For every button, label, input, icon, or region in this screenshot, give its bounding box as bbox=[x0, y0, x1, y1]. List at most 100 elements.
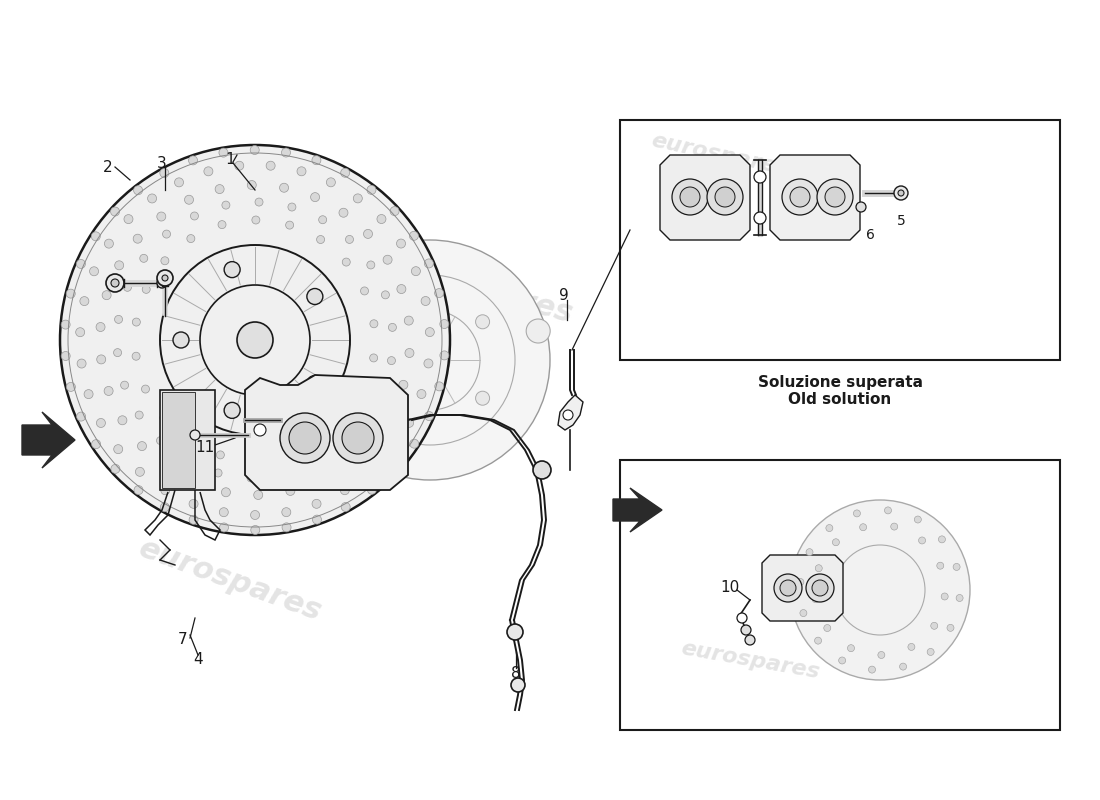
Circle shape bbox=[345, 235, 353, 243]
Circle shape bbox=[838, 657, 846, 664]
Circle shape bbox=[403, 291, 417, 305]
Text: 10: 10 bbox=[720, 579, 739, 594]
Circle shape bbox=[878, 651, 884, 658]
Circle shape bbox=[219, 148, 228, 157]
Circle shape bbox=[333, 413, 383, 463]
Circle shape bbox=[135, 411, 143, 419]
Text: 3: 3 bbox=[157, 155, 167, 170]
Text: 8: 8 bbox=[512, 666, 520, 681]
Circle shape bbox=[175, 178, 184, 187]
Circle shape bbox=[156, 437, 165, 445]
Circle shape bbox=[344, 459, 353, 468]
Circle shape bbox=[252, 216, 260, 224]
Circle shape bbox=[91, 440, 100, 449]
Circle shape bbox=[956, 594, 964, 602]
Circle shape bbox=[806, 574, 834, 602]
Circle shape bbox=[914, 516, 922, 523]
Circle shape bbox=[358, 353, 372, 367]
Circle shape bbox=[284, 451, 292, 459]
Text: 2: 2 bbox=[103, 159, 113, 174]
Circle shape bbox=[319, 216, 327, 224]
Polygon shape bbox=[245, 375, 408, 490]
Text: eurospares: eurospares bbox=[383, 251, 576, 329]
Circle shape bbox=[908, 643, 915, 650]
Circle shape bbox=[282, 148, 290, 157]
Circle shape bbox=[147, 194, 156, 203]
Circle shape bbox=[434, 289, 443, 298]
Circle shape bbox=[312, 499, 321, 508]
Circle shape bbox=[266, 161, 275, 170]
Circle shape bbox=[280, 471, 288, 479]
Circle shape bbox=[104, 386, 113, 395]
Circle shape bbox=[282, 523, 292, 532]
Circle shape bbox=[161, 486, 169, 494]
Circle shape bbox=[937, 562, 944, 569]
Circle shape bbox=[362, 418, 371, 426]
Circle shape bbox=[248, 181, 256, 190]
Circle shape bbox=[361, 287, 368, 295]
Circle shape bbox=[534, 461, 551, 479]
Circle shape bbox=[220, 523, 229, 532]
Circle shape bbox=[111, 279, 119, 287]
Circle shape bbox=[426, 327, 434, 337]
Circle shape bbox=[160, 414, 167, 422]
Circle shape bbox=[254, 490, 263, 499]
Circle shape bbox=[390, 464, 399, 473]
Circle shape bbox=[425, 259, 433, 268]
Circle shape bbox=[672, 179, 708, 215]
Circle shape bbox=[224, 402, 240, 418]
Circle shape bbox=[184, 456, 191, 464]
Circle shape bbox=[833, 538, 839, 546]
Circle shape bbox=[370, 354, 377, 362]
Circle shape bbox=[737, 613, 747, 623]
Circle shape bbox=[282, 508, 290, 517]
Circle shape bbox=[121, 381, 129, 389]
Polygon shape bbox=[613, 488, 662, 532]
Text: eurospares: eurospares bbox=[134, 534, 326, 626]
Text: 11: 11 bbox=[196, 441, 214, 455]
Circle shape bbox=[396, 239, 406, 248]
Circle shape bbox=[898, 190, 904, 196]
Circle shape bbox=[342, 422, 374, 454]
Circle shape bbox=[421, 297, 430, 306]
Circle shape bbox=[526, 319, 550, 343]
Circle shape bbox=[405, 349, 414, 358]
Circle shape bbox=[186, 437, 194, 445]
Circle shape bbox=[680, 187, 700, 207]
Circle shape bbox=[114, 315, 122, 323]
Circle shape bbox=[157, 270, 173, 286]
Circle shape bbox=[796, 578, 804, 586]
Circle shape bbox=[780, 580, 796, 596]
Circle shape bbox=[217, 451, 224, 459]
Circle shape bbox=[341, 168, 350, 178]
Circle shape bbox=[342, 258, 350, 266]
Circle shape bbox=[847, 645, 855, 652]
Circle shape bbox=[397, 285, 406, 294]
Circle shape bbox=[825, 187, 845, 207]
Circle shape bbox=[399, 380, 408, 390]
Text: 6: 6 bbox=[866, 228, 874, 242]
Circle shape bbox=[248, 474, 255, 482]
Circle shape bbox=[800, 610, 807, 617]
Circle shape bbox=[102, 290, 111, 300]
Bar bbox=[620, 460, 1060, 730]
Circle shape bbox=[403, 415, 417, 429]
Text: eurospares: eurospares bbox=[679, 638, 821, 682]
Circle shape bbox=[140, 254, 147, 262]
Text: 7: 7 bbox=[178, 633, 188, 647]
Circle shape bbox=[790, 187, 810, 207]
Circle shape bbox=[97, 418, 106, 427]
Circle shape bbox=[288, 203, 296, 211]
Circle shape bbox=[815, 565, 823, 572]
Circle shape bbox=[221, 488, 230, 497]
Circle shape bbox=[162, 462, 170, 472]
Circle shape bbox=[327, 178, 336, 187]
Circle shape bbox=[163, 230, 170, 238]
Circle shape bbox=[189, 515, 198, 524]
Circle shape bbox=[387, 357, 396, 365]
Bar bbox=[620, 120, 1060, 360]
Text: Soluzione superata
Old solution: Soluzione superata Old solution bbox=[758, 375, 923, 407]
Circle shape bbox=[106, 274, 124, 292]
Circle shape bbox=[77, 359, 86, 368]
Circle shape bbox=[89, 266, 99, 276]
